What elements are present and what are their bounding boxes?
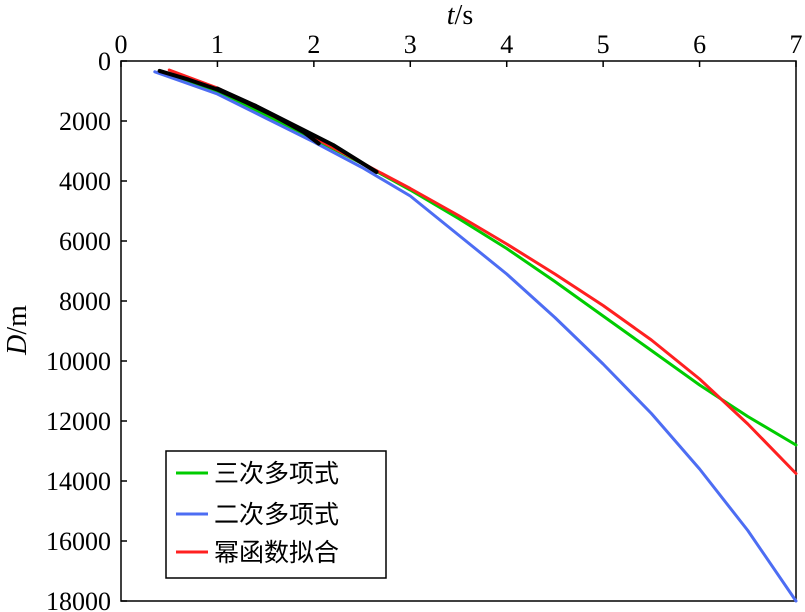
- y-tick-label: 10000: [46, 347, 111, 376]
- series-lines: [153, 68, 798, 603]
- legend-item: 幂函数拟合: [176, 538, 339, 567]
- x-axis-var: t: [447, 0, 456, 31]
- y-tick-label: 2000: [59, 107, 111, 136]
- y-axis-title: D/m: [2, 305, 33, 356]
- plot-border: [120, 60, 797, 602]
- y-tick-label: 18000: [46, 587, 111, 612]
- series-line: [158, 69, 798, 447]
- legend-label: 三次多项式: [214, 459, 339, 488]
- y-axis-unit: /m: [2, 305, 33, 335]
- y-axis-var: D: [2, 335, 33, 356]
- x-axis-unit: /s: [455, 0, 474, 31]
- legend: 三次多项式 二次多项式 幂函数拟合: [165, 450, 387, 579]
- x-tick-label: 0: [115, 30, 128, 59]
- measured-data-line: [215, 86, 379, 174]
- y-tick-label: 6000: [59, 227, 111, 256]
- x-tick-label: 6: [693, 30, 706, 59]
- legend-item: 三次多项式: [176, 459, 339, 488]
- legend-label: 二次多项式: [214, 500, 339, 529]
- y-tick-label: 14000: [46, 467, 111, 496]
- y-tick-label: 12000: [46, 407, 111, 436]
- legend-label: 幂函数拟合: [214, 538, 339, 567]
- x-tick-label: 4: [500, 30, 513, 59]
- y-tick-label: 4000: [59, 167, 111, 196]
- y-tick-label: 0: [98, 47, 111, 76]
- x-tick-label: 3: [404, 30, 417, 59]
- series-line: [153, 70, 798, 603]
- y-axis: 0 2000 4000 6000 8000 10000 12000 14000 16000 180…: [46, 47, 127, 612]
- x-tick-label: 7: [790, 30, 803, 59]
- y-tick-label: 16000: [46, 527, 111, 556]
- x-axis: 0 1 2 3 4 5 6 7: [115, 30, 803, 67]
- x-tick-label: 5: [597, 30, 610, 59]
- y-tick-label: 8000: [59, 287, 111, 316]
- plot-frame: [120, 60, 797, 602]
- x-axis-title: t/s: [447, 0, 473, 31]
- series-line: [167, 68, 798, 475]
- x-tick-label: 1: [211, 30, 224, 59]
- x-tick-label: 2: [307, 30, 320, 59]
- legend-item: 二次多项式: [176, 500, 339, 529]
